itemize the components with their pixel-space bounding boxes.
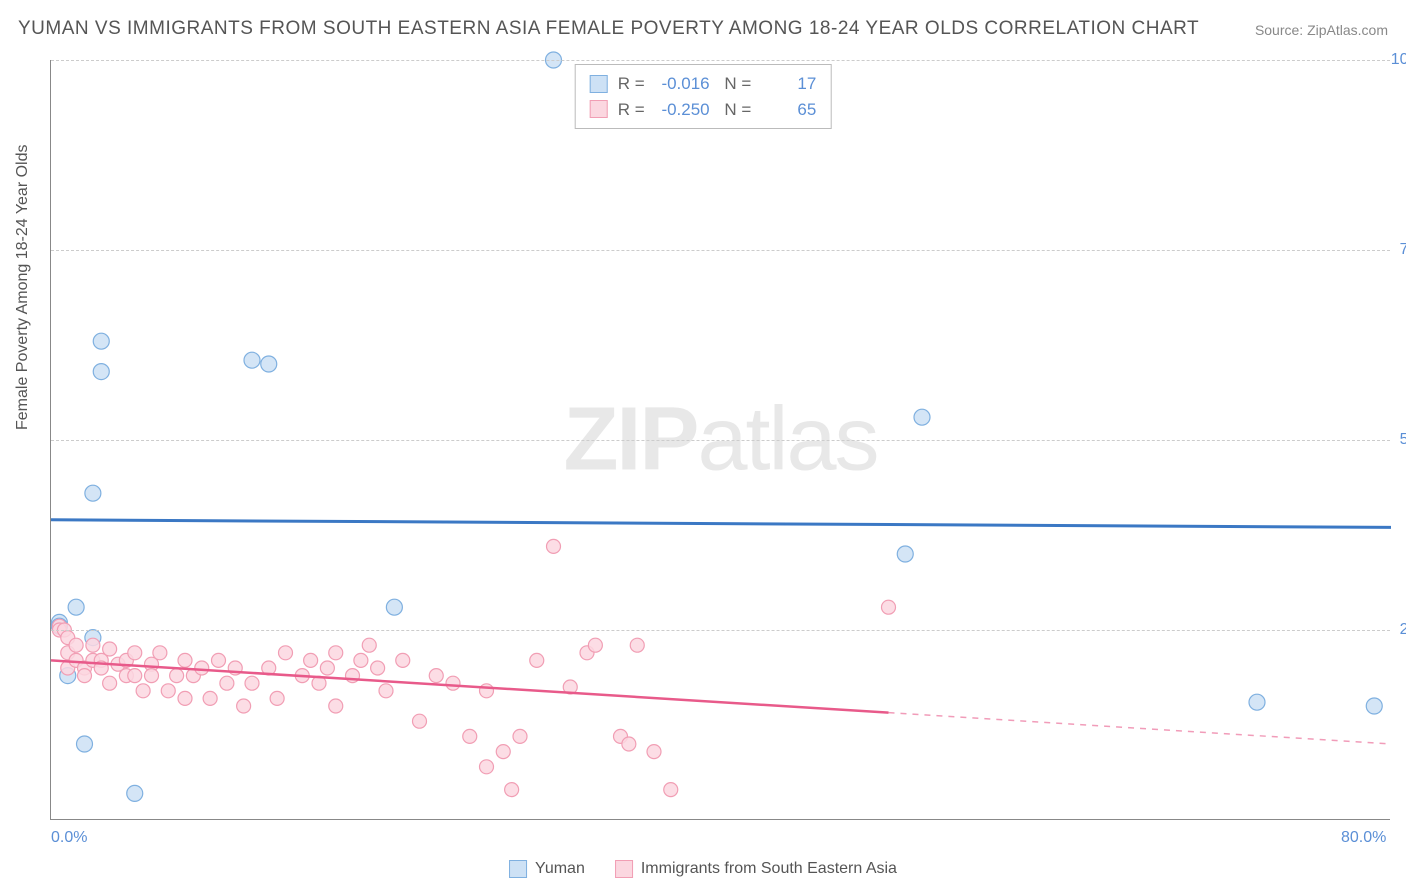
point-yuman <box>85 485 101 501</box>
point-immigrants <box>505 783 519 797</box>
point-immigrants <box>320 661 334 675</box>
point-immigrants <box>429 669 443 683</box>
point-immigrants <box>69 638 83 652</box>
point-immigrants <box>513 729 527 743</box>
point-yuman <box>68 599 84 615</box>
point-immigrants <box>480 684 494 698</box>
point-immigrants <box>178 653 192 667</box>
point-immigrants <box>78 669 92 683</box>
point-immigrants <box>178 691 192 705</box>
point-immigrants <box>128 669 142 683</box>
y-tick-label: 25.0% <box>1400 621 1406 639</box>
swatch-icon <box>615 860 633 878</box>
regression-line-yuman <box>51 520 1391 528</box>
gridline <box>51 250 1390 251</box>
regression-line-immigrants <box>51 660 889 712</box>
n-value-immigrants: 65 <box>761 97 816 123</box>
legend-item-immigrants: Immigrants from South Eastern Asia <box>615 860 897 878</box>
point-yuman <box>127 785 143 801</box>
point-immigrants <box>203 691 217 705</box>
swatch-yuman <box>590 75 608 93</box>
regression-extrapolation-immigrants <box>889 713 1392 744</box>
point-immigrants <box>547 539 561 553</box>
r-value-immigrants: -0.250 <box>655 97 710 123</box>
point-yuman <box>93 364 109 380</box>
point-immigrants <box>86 638 100 652</box>
point-immigrants <box>136 684 150 698</box>
point-immigrants <box>530 653 544 667</box>
legend-row-immigrants: R =-0.250 N =65 <box>590 97 817 123</box>
point-yuman <box>77 736 93 752</box>
y-tick-label: 50.0% <box>1400 431 1406 449</box>
point-immigrants <box>622 737 636 751</box>
gridline <box>51 60 1390 61</box>
y-tick-label: 75.0% <box>1400 241 1406 259</box>
point-immigrants <box>496 745 510 759</box>
x-tick-label: 80.0% <box>1341 829 1386 847</box>
point-immigrants <box>329 699 343 713</box>
point-immigrants <box>882 600 896 614</box>
n-value-yuman: 17 <box>761 71 816 97</box>
plot-area: ZIPatlas 25.0%50.0%75.0%100.0%0.0%80.0% <box>50 60 1390 820</box>
x-tick-label: 0.0% <box>51 829 87 847</box>
point-immigrants <box>379 684 393 698</box>
chart-title: YUMAN VS IMMIGRANTS FROM SOUTH EASTERN A… <box>18 18 1199 40</box>
point-immigrants <box>145 669 159 683</box>
y-tick-label: 100.0% <box>1391 51 1406 69</box>
point-immigrants <box>362 638 376 652</box>
point-immigrants <box>270 691 284 705</box>
source-attribution: Source: ZipAtlas.com <box>1255 22 1388 38</box>
point-immigrants <box>463 729 477 743</box>
gridline <box>51 630 1390 631</box>
point-immigrants <box>304 653 318 667</box>
point-yuman <box>1249 694 1265 710</box>
point-yuman <box>386 599 402 615</box>
point-immigrants <box>170 669 184 683</box>
series-legend: Yuman Immigrants from South Eastern Asia <box>509 860 897 878</box>
correlation-legend: R =-0.016 N =17 R =-0.250 N =65 <box>575 64 832 129</box>
swatch-icon <box>509 860 527 878</box>
point-immigrants <box>413 714 427 728</box>
point-immigrants <box>212 653 226 667</box>
point-immigrants <box>647 745 661 759</box>
point-immigrants <box>161 684 175 698</box>
point-immigrants <box>329 646 343 660</box>
point-yuman <box>1366 698 1382 714</box>
point-immigrants <box>103 642 117 656</box>
point-immigrants <box>371 661 385 675</box>
point-yuman <box>93 333 109 349</box>
point-yuman <box>261 356 277 372</box>
point-immigrants <box>279 646 293 660</box>
point-immigrants <box>195 661 209 675</box>
point-immigrants <box>480 760 494 774</box>
point-immigrants <box>664 783 678 797</box>
point-immigrants <box>446 676 460 690</box>
y-axis-label: Female Poverty Among 18-24 Year Olds <box>14 145 32 431</box>
point-immigrants <box>128 646 142 660</box>
point-immigrants <box>153 646 167 660</box>
point-immigrants <box>396 653 410 667</box>
point-immigrants <box>245 676 259 690</box>
legend-label: Yuman <box>535 860 585 878</box>
gridline <box>51 440 1390 441</box>
point-immigrants <box>630 638 644 652</box>
legend-label: Immigrants from South Eastern Asia <box>641 860 897 878</box>
point-yuman <box>914 409 930 425</box>
point-yuman <box>897 546 913 562</box>
point-immigrants <box>220 676 234 690</box>
r-value-yuman: -0.016 <box>655 71 710 97</box>
legend-row-yuman: R =-0.016 N =17 <box>590 71 817 97</box>
swatch-immigrants <box>590 100 608 118</box>
point-immigrants <box>354 653 368 667</box>
point-yuman <box>244 352 260 368</box>
point-immigrants <box>237 699 251 713</box>
legend-item-yuman: Yuman <box>509 860 585 878</box>
point-immigrants <box>588 638 602 652</box>
point-immigrants <box>103 676 117 690</box>
